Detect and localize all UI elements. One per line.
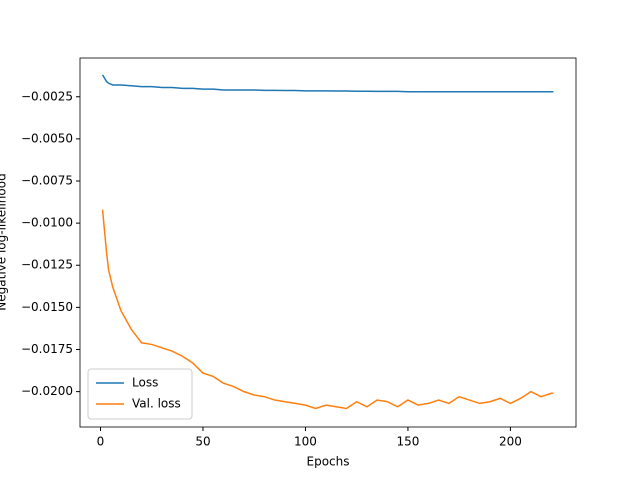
- x-tick-label: 150: [396, 435, 419, 449]
- series-line: [101, 209, 554, 410]
- legend-box: [87, 368, 193, 420]
- y-tick-label: −0.0100: [21, 216, 73, 230]
- y-tick-label: −0.0150: [21, 300, 73, 314]
- x-tick-label: 100: [294, 435, 317, 449]
- y-axis-label: Negative log-likelihood: [0, 173, 9, 310]
- y-tick-label: −0.0025: [21, 89, 73, 103]
- series-line: [101, 74, 554, 93]
- x-tick-label: 50: [195, 435, 210, 449]
- plot-frame: [79, 57, 577, 428]
- y-tick-label: −0.0050: [21, 131, 73, 145]
- legend-label: Val. loss: [132, 397, 181, 411]
- x-tick-label: 200: [499, 435, 522, 449]
- x-axis-label: Epochs: [307, 455, 350, 469]
- legend-label: Loss: [132, 376, 158, 390]
- y-tick-label: −0.0200: [21, 384, 73, 398]
- x-tick-label: 0: [97, 435, 105, 449]
- y-tick-label: −0.0125: [21, 258, 73, 272]
- y-tick-label: −0.0175: [21, 342, 73, 356]
- y-tick-label: −0.0075: [21, 174, 73, 188]
